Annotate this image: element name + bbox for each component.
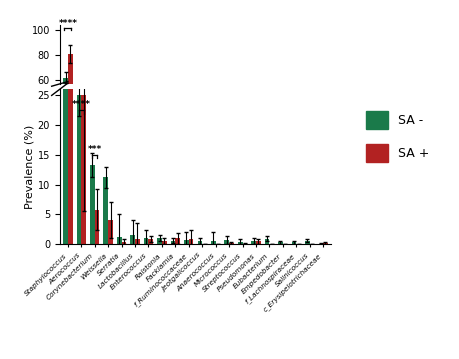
Bar <box>188 239 193 244</box>
Bar <box>103 177 108 244</box>
Bar <box>81 124 86 155</box>
Bar <box>162 154 166 155</box>
Bar <box>224 154 229 155</box>
Bar <box>211 154 215 155</box>
Bar <box>90 139 95 155</box>
Bar <box>242 243 246 244</box>
Bar <box>251 241 255 244</box>
Bar <box>291 242 296 244</box>
Bar <box>130 235 135 244</box>
Bar <box>184 240 188 244</box>
Bar <box>170 241 175 244</box>
Bar <box>162 241 166 244</box>
Bar <box>148 154 153 155</box>
Bar <box>211 241 215 244</box>
Bar <box>264 154 269 155</box>
Bar <box>63 78 68 155</box>
Bar <box>90 165 95 244</box>
Bar <box>278 242 282 244</box>
Bar <box>117 154 121 155</box>
Bar <box>144 238 148 244</box>
Bar <box>157 238 162 244</box>
Bar <box>68 54 73 155</box>
Bar <box>130 153 135 155</box>
Bar <box>188 154 193 155</box>
Bar <box>175 238 179 244</box>
Text: ***: *** <box>87 145 101 154</box>
Bar <box>77 124 81 155</box>
Bar <box>108 150 112 155</box>
Bar <box>175 154 179 155</box>
Text: ****: **** <box>72 100 90 109</box>
Bar <box>121 242 126 244</box>
Bar <box>170 154 175 155</box>
Bar <box>255 241 260 244</box>
Bar <box>103 141 108 155</box>
Bar <box>304 241 309 244</box>
Bar <box>237 242 242 244</box>
Bar <box>135 239 140 244</box>
Text: ****: **** <box>58 19 77 28</box>
Bar <box>264 239 269 244</box>
Bar <box>184 154 188 155</box>
Bar <box>255 154 260 155</box>
Bar <box>229 243 233 244</box>
Bar <box>68 0 73 244</box>
Bar <box>81 95 86 244</box>
Legend: SA -, SA +: SA -, SA + <box>360 106 434 167</box>
Bar <box>148 239 153 244</box>
Bar <box>157 154 162 155</box>
Bar <box>95 148 99 155</box>
Bar <box>251 154 255 155</box>
Bar <box>108 220 112 244</box>
Bar <box>135 154 140 155</box>
Y-axis label: Prevalence (%): Prevalence (%) <box>25 125 35 209</box>
Bar <box>63 0 68 244</box>
Bar <box>322 243 327 244</box>
Bar <box>197 241 202 244</box>
Bar <box>224 240 229 244</box>
Bar <box>77 95 81 244</box>
Bar <box>197 154 202 155</box>
Bar <box>117 237 121 244</box>
Bar <box>144 154 148 155</box>
Bar <box>304 154 309 155</box>
Bar <box>318 243 322 244</box>
Bar <box>95 210 99 244</box>
